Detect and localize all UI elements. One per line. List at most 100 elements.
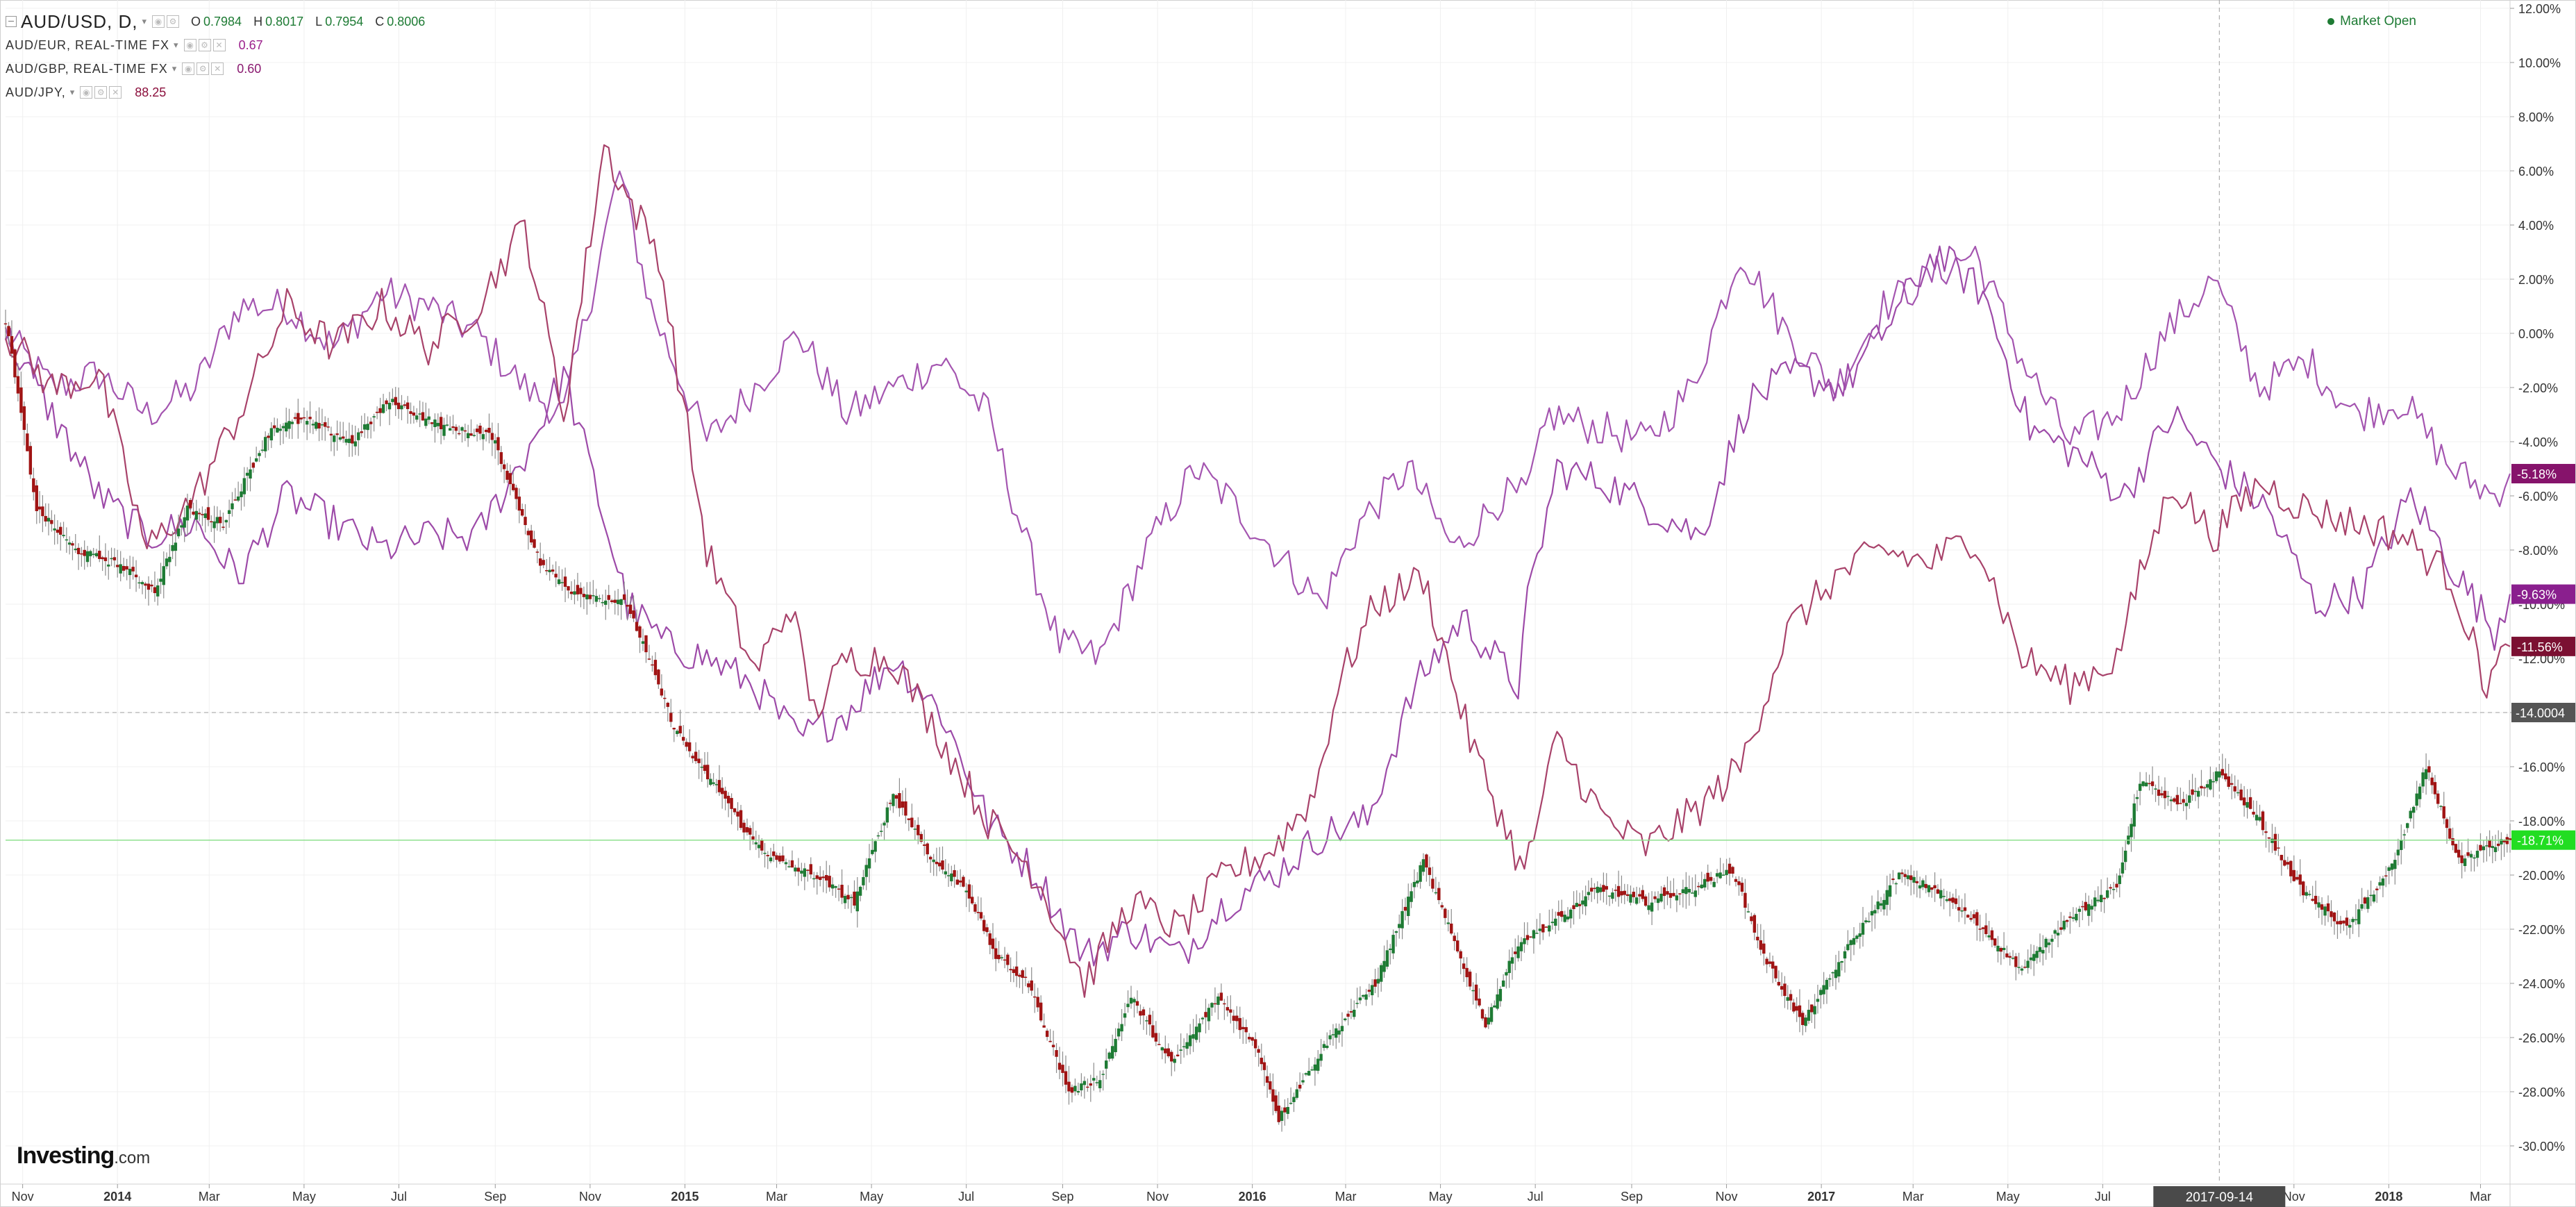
compare-symbol[interactable]: AUD/EUR, REAL-TIME FX xyxy=(6,38,170,52)
candle-body xyxy=(1456,940,1460,951)
candle-body xyxy=(2242,797,2246,806)
candle-body xyxy=(622,594,626,600)
candle-body xyxy=(672,728,676,730)
y-tick-label: -18.00% xyxy=(2518,815,2565,829)
price-axis[interactable]: 12.00% 10.00% 8.00% 6.00% 4.00% 2.00% 0.00% -2.… xyxy=(2510,2,2575,1154)
candle-body xyxy=(1434,892,1438,894)
candle-body xyxy=(445,424,449,426)
visibility-icon[interactable]: ◉ xyxy=(183,39,196,51)
candle-body xyxy=(1373,979,1377,987)
candle-body xyxy=(892,794,895,806)
compare-row-aud-gbp[interactable]: AUD/GBP, REAL-TIME FX ▾ ◉ ⚙ ✕ 0.60 xyxy=(6,57,433,81)
candle-body xyxy=(144,583,147,586)
last-value-badge xyxy=(2511,584,2575,604)
compare-symbol[interactable]: AUD/JPY, xyxy=(6,85,66,99)
candle-body xyxy=(103,557,108,561)
candle-body xyxy=(2102,897,2106,899)
remove-icon[interactable]: ✕ xyxy=(211,63,224,75)
chevron-down-icon[interactable]: ▾ xyxy=(172,63,177,74)
visibility-icon[interactable]: ◉ xyxy=(80,86,93,99)
remove-icon[interactable]: ✕ xyxy=(212,39,226,51)
candle-body xyxy=(1471,990,1475,992)
candle-body xyxy=(62,535,65,537)
chevron-down-icon[interactable]: ▾ xyxy=(174,40,178,50)
candle-body xyxy=(736,811,739,817)
candle-body xyxy=(1691,892,1694,894)
candle-body xyxy=(508,473,512,485)
candle-body xyxy=(582,594,586,597)
candle-body xyxy=(1725,869,1728,876)
candle-body xyxy=(1933,885,1937,889)
candle-body xyxy=(632,610,635,619)
candle-body xyxy=(1229,1009,1232,1013)
candle-body xyxy=(1578,904,1582,906)
investing-logo[interactable]: Investing.com xyxy=(17,1142,150,1169)
settings-icon[interactable]: ⚙ xyxy=(94,86,108,99)
candle-body xyxy=(1114,1038,1117,1053)
candle-body xyxy=(236,496,240,501)
candle-body xyxy=(1538,929,1542,931)
candle-body xyxy=(573,591,576,595)
candle-body xyxy=(1706,872,1709,882)
candle-body xyxy=(32,478,35,492)
candle-body xyxy=(594,596,599,602)
candle-body xyxy=(1160,1047,1164,1051)
candle-body xyxy=(1501,980,1505,987)
main-symbol[interactable]: AUD/USD, D, xyxy=(21,10,138,32)
x-tick-label: Sep xyxy=(484,1190,506,1204)
candle-body xyxy=(1718,872,1722,879)
remove-icon[interactable]: ✕ xyxy=(109,86,122,99)
candle-body xyxy=(1067,1081,1071,1092)
candle-body xyxy=(215,517,219,524)
candle-body xyxy=(1416,880,1419,884)
chevron-down-icon[interactable]: ▾ xyxy=(142,16,147,26)
candle-body xyxy=(183,517,186,528)
candle-body xyxy=(131,567,135,572)
candle-body xyxy=(1226,1007,1230,1011)
candle-body xyxy=(2475,851,2479,858)
candle-body xyxy=(2482,846,2486,851)
time-axis[interactable]: Nov 2014 Mar May Jul Sep Nov 2015 Mar May Jul Sep No… xyxy=(12,1184,2491,1207)
main-symbol-row[interactable]: AUD/USD, D, ▾ ◉ ⚙ O 0.7984 H 0.8017 L 0.795… xyxy=(6,10,433,33)
candle-body xyxy=(1328,1035,1332,1040)
candle-body xyxy=(1777,981,1781,985)
candle-body xyxy=(1006,954,1010,965)
candle-body xyxy=(812,878,816,880)
candle-body xyxy=(1596,886,1599,893)
candle-body xyxy=(2295,876,2299,880)
candle-body xyxy=(2075,913,2078,921)
visibility-icon[interactable]: ◉ xyxy=(182,63,195,75)
candle-body xyxy=(979,912,983,919)
candle-body xyxy=(2457,849,2461,858)
compare-row-aud-eur[interactable]: AUD/EUR, REAL-TIME FX ▾ ◉ ⚙ ✕ 0.67 xyxy=(6,33,433,57)
candle-body xyxy=(1831,972,1834,974)
candle-body xyxy=(894,795,898,799)
candle-body xyxy=(2179,803,2182,804)
compare-row-aud-jpy[interactable]: AUD/JPY, ▾ ◉ ⚙ ✕ 88.25 xyxy=(6,81,433,104)
settings-icon[interactable]: ⚙ xyxy=(196,63,210,75)
chevron-down-icon[interactable]: ▾ xyxy=(69,87,75,97)
settings-icon[interactable]: ⚙ xyxy=(167,15,179,28)
candle-body xyxy=(1846,944,1850,951)
candle-body xyxy=(2314,895,2318,904)
settings-icon[interactable]: ⚙ xyxy=(198,39,211,51)
candle-body xyxy=(1816,999,1820,1002)
candle-body xyxy=(1569,909,1573,919)
candle-body xyxy=(560,582,564,583)
compare-symbol[interactable]: AUD/GBP, REAL-TIME FX xyxy=(6,61,168,76)
candle-body xyxy=(317,422,321,428)
candle-body xyxy=(26,433,29,451)
candle-body xyxy=(433,419,437,427)
candle-body xyxy=(1644,896,1648,906)
candle-body xyxy=(1286,1106,1289,1114)
open-key: O xyxy=(191,14,201,28)
candle-body xyxy=(387,403,392,410)
y-tick-label: 8.00% xyxy=(2518,110,2554,124)
candle-body xyxy=(1474,984,1478,1001)
collapse-legend-icon[interactable] xyxy=(6,16,17,27)
candle-body xyxy=(281,426,285,428)
visibility-icon[interactable]: ◉ xyxy=(152,15,165,28)
candle-body xyxy=(290,422,294,424)
